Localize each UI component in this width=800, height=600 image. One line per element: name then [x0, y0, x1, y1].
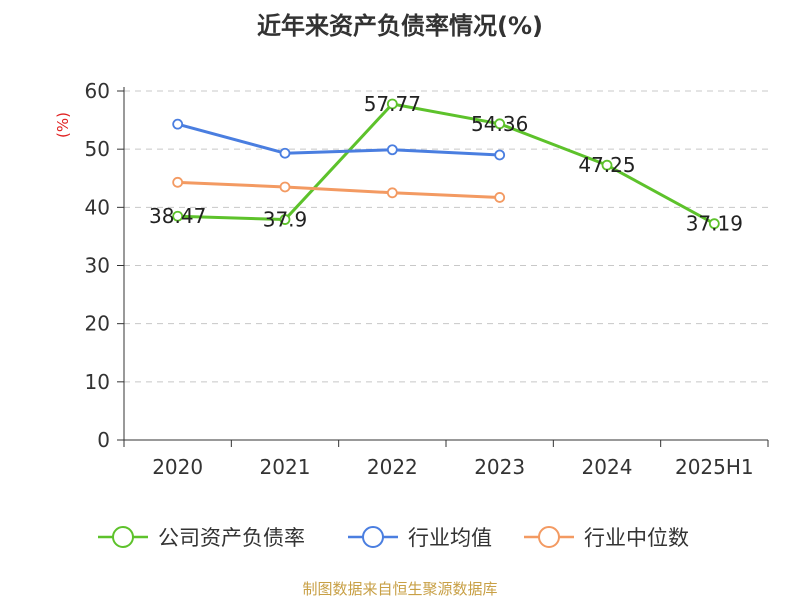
data-point	[386, 187, 398, 199]
legend-label: 公司资产负债率	[158, 526, 305, 550]
legend-label: 行业中位数	[584, 526, 689, 550]
x-tick-label: 2022	[367, 455, 418, 479]
y-tick-label: 20	[85, 312, 110, 336]
series-line	[177, 102, 716, 225]
y-tick-label: 10	[85, 370, 110, 394]
data-point	[494, 149, 506, 161]
data-label: 38.47	[149, 204, 206, 228]
data-point	[172, 210, 184, 222]
x-tick-label: 2021	[260, 455, 311, 479]
data-label: 54.36	[471, 112, 528, 136]
data-label: 47.25	[578, 153, 635, 177]
legend-marker	[538, 526, 560, 548]
data-point	[172, 118, 184, 130]
data-point	[494, 118, 506, 130]
data-label: 57.77	[364, 92, 421, 116]
x-tick-label: 2024	[582, 455, 633, 479]
y-axis-unit: (%)	[54, 112, 72, 138]
data-point	[386, 144, 398, 156]
legend-marker	[362, 526, 384, 548]
data-label: 37.19	[686, 212, 743, 236]
y-tick-label: 60	[85, 79, 110, 103]
data-labels: 38.47 37.9 57.77 54.36 47.25 37.19	[149, 92, 743, 236]
series-lines	[172, 98, 720, 230]
data-point	[708, 218, 720, 230]
axes: 0 10 20 30 40 50 60 (%) 2020 2021 2022 2023 2024 2025…	[54, 79, 769, 479]
data-point	[386, 98, 398, 110]
x-tick-label: 2025H1	[675, 455, 754, 479]
series-line	[177, 180, 500, 199]
data-point	[279, 181, 291, 193]
y-tick-label: 30	[85, 254, 110, 278]
legend-marker	[112, 526, 134, 548]
legend: 公司资产负债率 行业均值 行业中位数	[98, 526, 689, 550]
y-tick-label: 40	[85, 195, 110, 219]
data-point	[601, 159, 613, 171]
y-tick-label: 0	[97, 428, 110, 452]
data-point	[279, 147, 291, 159]
data-label: 37.9	[263, 208, 308, 232]
series-line	[177, 122, 500, 157]
data-point	[494, 192, 506, 203]
data-point	[172, 176, 184, 188]
x-tick-label: 2020	[152, 455, 203, 479]
legend-label: 行业均值	[408, 526, 492, 550]
y-tick-label: 50	[85, 137, 110, 161]
chart-title: 近年来资产负债率情况(%)	[257, 12, 543, 40]
data-point	[279, 214, 291, 225]
data-source-note: 制图数据来自恒生聚源数据库	[302, 580, 498, 598]
grid-lines	[124, 90, 768, 383]
x-tick-label: 2023	[474, 455, 525, 479]
